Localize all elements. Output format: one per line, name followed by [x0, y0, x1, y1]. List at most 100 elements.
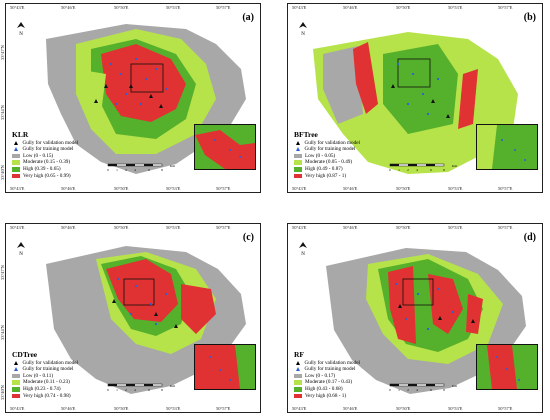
- zoom-inset: [194, 124, 256, 170]
- legend-item: Gully for training model: [294, 366, 360, 373]
- svg-text:N: N: [19, 252, 23, 256]
- svg-text:8: 8: [443, 168, 445, 172]
- lat-tick: 33°44'N: [0, 325, 5, 340]
- zoom-inset: [476, 124, 538, 170]
- north-arrow-icon: N: [298, 242, 308, 257]
- svg-text:Km: Km: [170, 384, 176, 388]
- panel-c: (c) N CDTree Gully for validation model …: [5, 223, 261, 413]
- lat-tick: 33°47'N: [0, 45, 5, 60]
- legend-item: Very high (0.87 - 1): [294, 173, 360, 180]
- legend: BFTree Gully for validation model Gully …: [294, 130, 360, 180]
- svg-text:0: 0: [389, 388, 391, 392]
- svg-text:2: 2: [125, 388, 127, 392]
- legend-item: Gully for training model: [12, 146, 78, 153]
- very-high-swatch: [12, 173, 20, 179]
- moderate-swatch: [12, 160, 20, 165]
- training-marker-icon: [295, 147, 300, 152]
- moderate-swatch: [294, 160, 302, 165]
- very-high-swatch: [294, 173, 302, 179]
- panel-b: (b) N BFTree Gully for validation model …: [287, 3, 543, 193]
- model-name: KLR: [12, 130, 29, 139]
- svg-text:Km: Km: [452, 164, 458, 168]
- svg-text:6: 6: [148, 168, 150, 172]
- legend-item: Very high (0.68 - 1): [294, 393, 360, 400]
- svg-text:Km: Km: [170, 164, 176, 168]
- svg-text:1: 1: [116, 388, 118, 392]
- validation-marker-icon: [13, 360, 18, 365]
- low-swatch: [12, 153, 20, 159]
- north-arrow-icon: N: [298, 22, 308, 37]
- legend-item: High (0.49 - 0.87): [294, 166, 360, 173]
- legend: CDTree Gully for validation model Gully …: [12, 350, 78, 400]
- svg-text:N: N: [301, 252, 305, 256]
- svg-text:4: 4: [416, 388, 418, 392]
- legend-item: Gully for training model: [294, 146, 360, 153]
- low-swatch: [294, 373, 302, 379]
- svg-text:1: 1: [116, 168, 118, 172]
- legend-item: High (0.23 - 0.74): [12, 386, 78, 393]
- legend-item: Low (0 - 0.05): [294, 153, 360, 160]
- panel-a: (a) N KLR Gully for validation model Gul…: [5, 3, 261, 193]
- panel-letter: (a): [242, 12, 254, 23]
- panel-letter: (c): [242, 232, 254, 243]
- zoom-inset: [476, 344, 538, 390]
- legend-item: High (0.43 - 0.68): [294, 386, 360, 393]
- svg-text:6: 6: [148, 388, 150, 392]
- susceptibility-map-klr: [46, 24, 246, 174]
- validation-marker-icon: [13, 140, 18, 145]
- legend: RF Gully for validation model Gully for …: [294, 350, 360, 400]
- legend-item: Low (0 - 0.11): [12, 373, 78, 380]
- svg-text:Km: Km: [452, 384, 458, 388]
- gully-points: [109, 57, 168, 106]
- legend-item: High (0.39 - 0.65): [12, 166, 78, 173]
- legend-item: Moderate (0.15 - 0.39): [12, 159, 78, 166]
- panel-letter: (b): [523, 12, 536, 23]
- legend-item: Low (0 - 0.15): [12, 153, 78, 160]
- north-arrow-icon: N: [16, 22, 26, 37]
- svg-text:4: 4: [416, 168, 418, 172]
- high-swatch: [294, 387, 302, 392]
- svg-text:N: N: [301, 32, 305, 36]
- model-name: BFTree: [294, 130, 318, 139]
- legend-item: Gully for validation model: [294, 140, 360, 147]
- very-high-swatch: [12, 393, 20, 399]
- svg-text:2: 2: [407, 168, 409, 172]
- svg-text:1: 1: [398, 168, 400, 172]
- low-swatch: [12, 373, 20, 379]
- training-marker-icon: [13, 367, 18, 372]
- svg-text:0: 0: [107, 168, 109, 172]
- legend-item: Moderate (0.05 - 0.49): [294, 159, 360, 166]
- low-swatch: [294, 153, 302, 159]
- legend-item: Gully for validation model: [12, 360, 78, 367]
- legend-item: Gully for validation model: [294, 360, 360, 367]
- validation-marker-icon: [295, 140, 300, 145]
- scale-bar: 0 1 2 4 6 8 Km: [106, 380, 176, 392]
- legend-item: Moderate (0.17 - 0.43): [294, 379, 360, 386]
- lat-tick: 33°40'N: [0, 165, 5, 180]
- svg-text:8: 8: [161, 168, 163, 172]
- svg-text:4: 4: [134, 168, 136, 172]
- training-marker-icon: [295, 367, 300, 372]
- model-name: RF: [294, 350, 304, 359]
- north-arrow-icon: N: [16, 242, 26, 257]
- lat-tick: 33°44'N: [0, 105, 5, 120]
- legend: KLR Gully for validation model Gully for…: [12, 130, 78, 180]
- scale-bar: 0 1 2 4 6 8 Km: [388, 160, 458, 172]
- validation-marker-icon: [295, 360, 300, 365]
- susceptibility-map-bftree: [313, 32, 518, 174]
- legend-item: Low (0 - 0.17): [294, 373, 360, 380]
- model-name: CDTree: [12, 350, 38, 359]
- moderate-swatch: [12, 380, 20, 385]
- lat-tick: 33°47'N: [0, 265, 5, 280]
- legend-item: Very high (0.74 - 0.98): [12, 393, 78, 400]
- legend-item: Very high (0.65 - 0.99): [12, 173, 78, 180]
- svg-text:8: 8: [443, 388, 445, 392]
- svg-text:2: 2: [125, 168, 127, 172]
- high-swatch: [12, 387, 20, 392]
- svg-text:6: 6: [430, 168, 432, 172]
- svg-text:2: 2: [407, 388, 409, 392]
- lat-tick: 33°40'N: [0, 385, 5, 400]
- svg-text:0: 0: [107, 388, 109, 392]
- scale-bar: 0 1 2 4 6 8 Km: [388, 380, 458, 392]
